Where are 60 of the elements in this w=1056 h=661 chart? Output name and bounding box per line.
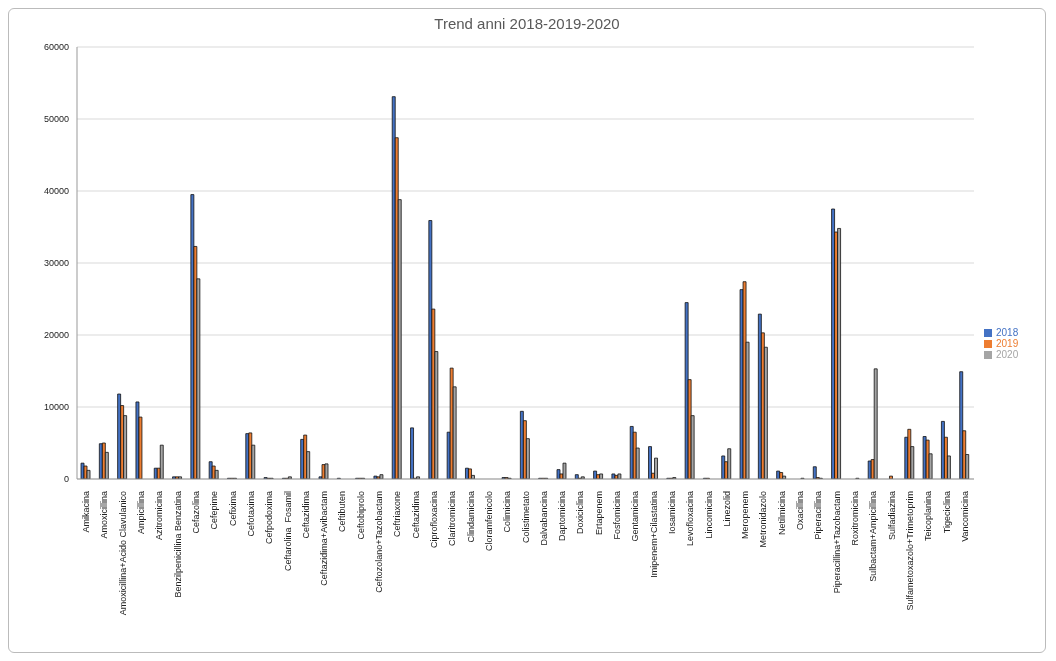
x-tick-label: Azitromicina [154,491,165,541]
x-tick-label: Colistimetato [520,491,531,544]
y-tick-label: 30000 [43,258,69,269]
x-tick-label: Ceftazidima+Avibactam [319,491,330,586]
x-tick-label: Ceftibuten [337,491,348,533]
x-tick-label: Ceftazidima [410,491,421,539]
x-tick-label: Amoxicillina [99,491,110,539]
x-tick-label: Sulfametoxazolo+Trimetoprim [904,491,915,611]
x-tick-label: Ciprofloxacina [428,491,439,549]
y-tick-label: 20000 [43,330,69,341]
x-tick-label: Ceftarolina Fosamil [282,491,293,572]
x-tick-label: Metronidazolo [758,491,769,548]
x-tick-label: Benzilpenicillina Benzatina [172,491,183,598]
legend-label: 2020 [996,348,1019,360]
x-tick-label: Doxiciclina [575,491,586,535]
x-tick-label: Cefepime [209,491,220,530]
x-tick-label: Cefotaxima [245,491,256,537]
x-tick-label: Ceftozolano+Tazobactam [374,491,385,593]
x-tick-label: Daptomicina [557,491,568,542]
x-tick-label: Oxacillina [795,491,806,531]
x-tick-label: Meropenem [740,491,751,540]
y-tick-label: 0 [63,474,69,485]
y-tick-label: 50000 [43,114,69,125]
x-tick-label: Sulbactam+Ampicillina [868,491,879,582]
x-tick-label: Clindamicina [465,491,476,543]
x-tick-label: Ertapenem [593,491,604,536]
x-tick-label: Piperacillina+Tazobactam [831,491,842,594]
x-tick-label: Levofloxacina [685,491,696,547]
x-tick-label: Fosfomicina [612,491,623,540]
x-tick-label: Gentamicina [630,491,641,542]
x-tick-label: Linezolid [721,491,732,527]
x-tick-label: Imipenem+Cilastatina [648,491,659,578]
y-tick-label: 40000 [43,186,69,197]
x-tick-label: Cefixima [227,491,238,527]
x-tick-label: Ampicillina [136,491,147,535]
x-tick-label: Netilmicina [776,491,787,536]
x-tick-label: Tigeciclina [941,491,952,534]
x-tick-label: Piperacillina [813,491,824,540]
x-tick-label: Ceftobiprolo [355,491,366,540]
x-tick-label: Roxitromicina [850,491,861,546]
x-tick-label: Sulfadiazina [886,491,897,541]
x-tick-label: Vancomicina [959,491,970,542]
x-tick-label: Cefpodoxima [264,491,275,545]
y-tick-label: 60000 [43,42,69,53]
x-tick-label: Ceftazidima [300,491,311,539]
x-tick-label: Teicoplanina [923,491,934,542]
chart-title: Trend anni 2018-2019-2020 [433,14,621,34]
x-tick-label: Ceftriaxone [392,491,403,538]
x-tick-label: Amikacina [81,491,92,533]
x-tick-label: Dalvabancina [538,491,549,546]
x-tick-label: Colimicina [502,491,513,533]
x-tick-label: Iosamicina [666,491,677,535]
x-tick-label: Claritromicina [447,491,458,547]
x-tick-label: Cloramfenicolo [483,491,494,552]
x-tick-label: Cefazolina [190,491,201,534]
legend-label: 2019 [996,337,1019,349]
x-tick-label: Lincomicina [703,491,714,539]
y-tick-label: 10000 [43,402,69,413]
x-tick-label: Amoxicillina+Acido Clavulanico [117,491,128,616]
legend-label: 2018 [996,326,1019,338]
